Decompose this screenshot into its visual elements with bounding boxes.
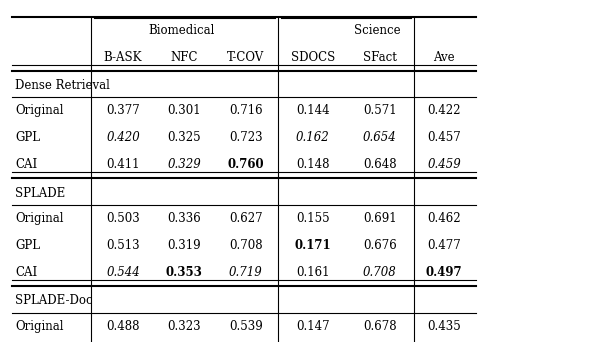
Text: SFact: SFact <box>363 51 397 64</box>
Text: 0.723: 0.723 <box>229 131 263 144</box>
Text: CAI: CAI <box>15 266 37 279</box>
Text: 0.457: 0.457 <box>427 131 461 144</box>
Text: 0.329: 0.329 <box>167 158 201 171</box>
Text: 0.147: 0.147 <box>296 320 330 333</box>
Text: 0.422: 0.422 <box>427 104 461 117</box>
Text: 0.377: 0.377 <box>106 104 140 117</box>
Text: Ave: Ave <box>434 51 455 64</box>
Text: 0.513: 0.513 <box>106 239 140 252</box>
Text: 0.539: 0.539 <box>229 320 263 333</box>
Text: 0.627: 0.627 <box>229 212 263 225</box>
Text: NFC: NFC <box>171 51 198 64</box>
Text: 0.691: 0.691 <box>363 212 396 225</box>
Text: B-ASK: B-ASK <box>104 51 142 64</box>
Text: GPL: GPL <box>15 239 40 252</box>
Text: Original: Original <box>15 104 64 117</box>
Text: 0.477: 0.477 <box>427 239 461 252</box>
Text: 0.148: 0.148 <box>296 158 330 171</box>
Text: 0.648: 0.648 <box>363 158 396 171</box>
Text: 0.162: 0.162 <box>296 131 330 144</box>
Text: 0.716: 0.716 <box>229 104 263 117</box>
Text: 0.708: 0.708 <box>363 266 397 279</box>
Text: 0.420: 0.420 <box>106 131 140 144</box>
Text: SPLADE-Doc: SPLADE-Doc <box>15 294 92 307</box>
Text: 0.719: 0.719 <box>229 266 263 279</box>
Text: 0.323: 0.323 <box>168 320 201 333</box>
Text: 0.503: 0.503 <box>106 212 140 225</box>
Text: Biomedical: Biomedical <box>148 24 215 37</box>
Text: 0.571: 0.571 <box>363 104 396 117</box>
Text: Original: Original <box>15 212 64 225</box>
Text: GPL: GPL <box>15 131 40 144</box>
Text: Science: Science <box>354 24 400 37</box>
Text: 0.435: 0.435 <box>427 320 461 333</box>
Text: 0.654: 0.654 <box>363 131 397 144</box>
Text: SDOCS: SDOCS <box>291 51 335 64</box>
Text: 0.155: 0.155 <box>296 212 330 225</box>
Text: 0.144: 0.144 <box>296 104 330 117</box>
Text: 0.459: 0.459 <box>427 158 461 171</box>
Text: 0.462: 0.462 <box>427 212 461 225</box>
Text: 0.760: 0.760 <box>227 158 264 171</box>
Text: 0.678: 0.678 <box>363 320 396 333</box>
Text: 0.301: 0.301 <box>168 104 201 117</box>
Text: SPLADE: SPLADE <box>15 186 65 199</box>
Text: 0.544: 0.544 <box>106 266 140 279</box>
Text: 0.161: 0.161 <box>296 266 330 279</box>
Text: 0.353: 0.353 <box>166 266 203 279</box>
Text: Original: Original <box>15 320 64 333</box>
Text: Dense Retrieval: Dense Retrieval <box>15 79 110 92</box>
Text: 0.708: 0.708 <box>229 239 263 252</box>
Text: T-COV: T-COV <box>227 51 264 64</box>
Text: 0.336: 0.336 <box>167 212 201 225</box>
Text: 0.171: 0.171 <box>294 239 331 252</box>
Text: 0.325: 0.325 <box>168 131 201 144</box>
Text: 0.488: 0.488 <box>106 320 140 333</box>
Text: 0.319: 0.319 <box>168 239 201 252</box>
Text: 0.411: 0.411 <box>106 158 140 171</box>
Text: 0.676: 0.676 <box>363 239 397 252</box>
Text: 0.497: 0.497 <box>426 266 463 279</box>
Text: CAI: CAI <box>15 158 37 171</box>
